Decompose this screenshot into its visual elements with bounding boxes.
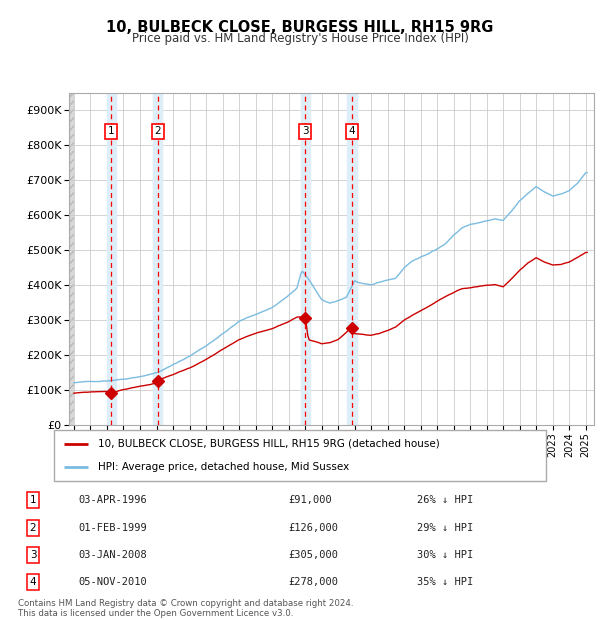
Text: 4: 4 — [349, 126, 355, 136]
Text: 26% ↓ HPI: 26% ↓ HPI — [417, 495, 473, 505]
Text: Price paid vs. HM Land Registry's House Price Index (HPI): Price paid vs. HM Land Registry's House … — [131, 32, 469, 45]
Text: HPI: Average price, detached house, Mid Sussex: HPI: Average price, detached house, Mid … — [98, 463, 350, 472]
Bar — [347, 93, 356, 425]
Text: 30% ↓ HPI: 30% ↓ HPI — [417, 550, 473, 560]
Text: 10, BULBECK CLOSE, BURGESS HILL, RH15 9RG: 10, BULBECK CLOSE, BURGESS HILL, RH15 9R… — [106, 20, 494, 35]
Text: 4: 4 — [29, 577, 37, 587]
Text: £126,000: £126,000 — [288, 523, 338, 533]
Text: £91,000: £91,000 — [288, 495, 332, 505]
Text: £278,000: £278,000 — [288, 577, 338, 587]
Text: 01-FEB-1999: 01-FEB-1999 — [78, 523, 147, 533]
Text: Contains HM Land Registry data © Crown copyright and database right 2024.
This d: Contains HM Land Registry data © Crown c… — [18, 599, 353, 618]
Text: 2: 2 — [155, 126, 161, 136]
Text: 29% ↓ HPI: 29% ↓ HPI — [417, 523, 473, 533]
Bar — [301, 93, 310, 425]
Text: 1: 1 — [108, 126, 115, 136]
Text: 03-APR-1996: 03-APR-1996 — [78, 495, 147, 505]
FancyBboxPatch shape — [54, 430, 546, 480]
Text: 1: 1 — [29, 495, 37, 505]
Text: 03-JAN-2008: 03-JAN-2008 — [78, 550, 147, 560]
Text: 3: 3 — [302, 126, 308, 136]
Text: 3: 3 — [29, 550, 37, 560]
Bar — [107, 93, 116, 425]
Text: 05-NOV-2010: 05-NOV-2010 — [78, 577, 147, 587]
Text: 2: 2 — [29, 523, 37, 533]
Bar — [153, 93, 163, 425]
Text: 35% ↓ HPI: 35% ↓ HPI — [417, 577, 473, 587]
Bar — [69, 93, 74, 425]
Text: £305,000: £305,000 — [288, 550, 338, 560]
Text: 10, BULBECK CLOSE, BURGESS HILL, RH15 9RG (detached house): 10, BULBECK CLOSE, BURGESS HILL, RH15 9R… — [98, 439, 440, 449]
